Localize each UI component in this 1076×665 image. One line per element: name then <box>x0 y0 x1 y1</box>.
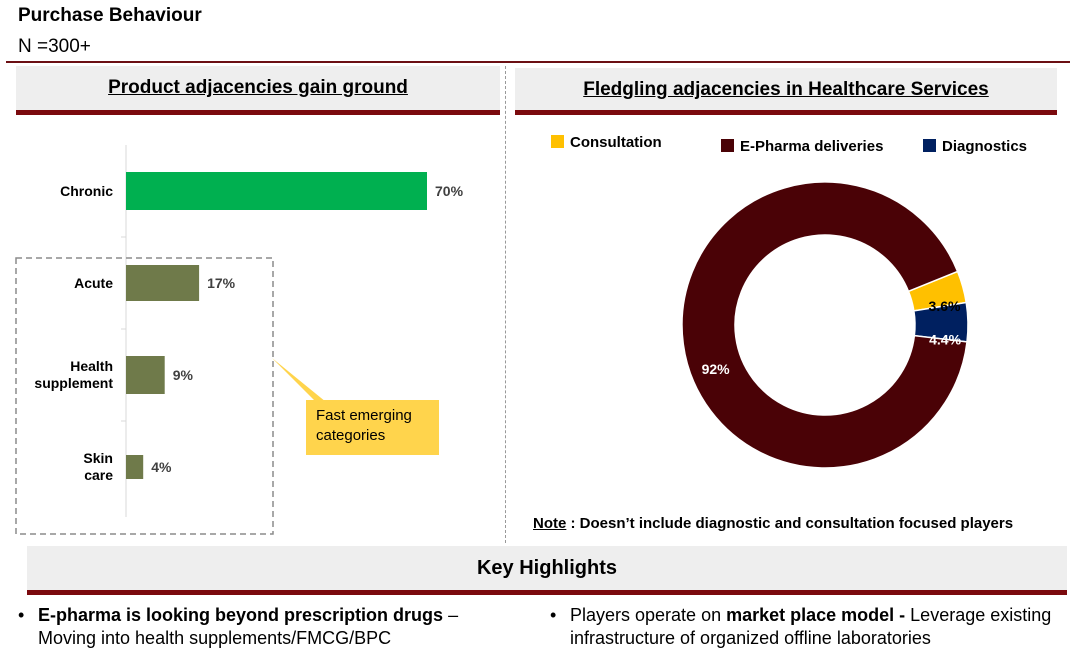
callout-pointer <box>272 358 326 402</box>
right-panel-title: Fledgling adjacencies in Healthcare Serv… <box>515 68 1057 112</box>
page-title: Purchase Behaviour <box>18 5 202 26</box>
bullet-dot: • <box>18 605 25 625</box>
donut-chart: 92% 3.6% 4.4% <box>681 181 969 469</box>
bar-3 <box>126 455 144 479</box>
bar-value-label: 9% <box>173 367 194 383</box>
bar-0 <box>126 172 427 210</box>
bar-category-line: Skin <box>83 450 113 466</box>
donut-value-label: 92% <box>702 361 731 377</box>
highlight-bullet-1: • E-pharma is looking beyond prescriptio… <box>18 604 518 650</box>
legend-swatch <box>721 139 734 152</box>
key-highlights-title: Key Highlights <box>27 546 1067 590</box>
bar-value-label: 4% <box>151 459 172 475</box>
bullet2-text: Leverage existing infrastructure of orga… <box>570 605 1052 648</box>
legend-item-diagnostics: Diagnostics <box>923 138 1027 155</box>
bar-1 <box>126 265 200 301</box>
bar-category-line: Health <box>70 358 113 374</box>
note-label: Note <box>533 515 567 532</box>
donut-value-label: 3.6% <box>929 298 961 314</box>
emerging-categories-callout: Fast emerging categories <box>306 400 439 455</box>
bar-category-label: Chronic <box>60 183 113 199</box>
right-panel-rule <box>515 110 1057 115</box>
bullet1-text: – Moving into health supplements/FMCG/BP… <box>38 605 459 648</box>
bar-category-line: care <box>84 467 113 483</box>
note-text: : Doesn’t include diagnostic and consult… <box>566 515 1014 532</box>
bar-value-label: 17% <box>207 275 236 291</box>
bullet-dot: • <box>550 605 557 625</box>
left-panel-rule <box>16 110 500 115</box>
donut-value-label: 4.4% <box>929 332 961 348</box>
legend-label: Diagnostics <box>942 138 1028 155</box>
sample-size-label: N =300+ <box>18 36 91 57</box>
bar-value-label: 70% <box>435 183 464 199</box>
bullet1-bold: E-pharma is looking beyond prescription … <box>38 605 444 625</box>
left-panel-title: Product adjacencies gain ground <box>16 66 500 110</box>
bar-category-line: supplement <box>34 375 113 391</box>
highlight-bullet-2: • Players operate on market place model … <box>550 604 1060 650</box>
panel-separator <box>505 66 506 543</box>
bar-chart: Chronic 70% Acute 17% Health supplement 9% Skin… <box>15 145 464 535</box>
bullet2-bold: market place model - <box>726 605 906 625</box>
legend-swatch <box>551 135 564 148</box>
legend-label: Consultation <box>570 134 662 151</box>
chart-note: Note : Doesn’t include diagnostic and co… <box>533 515 1013 532</box>
legend-item-consultation: Consultation <box>551 134 662 151</box>
emerging-categories-box <box>15 257 274 535</box>
legend-swatch <box>923 139 936 152</box>
bar-category-label: Skin care <box>83 450 113 483</box>
bullet2-pre: Players operate on <box>570 605 727 625</box>
legend-label: E-Pharma deliveries <box>740 138 884 155</box>
bar-category-label: Acute <box>74 275 113 291</box>
legend-item-epharma: E-Pharma deliveries <box>721 138 883 155</box>
key-highlights-rule <box>27 590 1067 595</box>
donut-slice-0 <box>681 181 968 469</box>
bar-2 <box>126 356 165 394</box>
header-divider <box>6 61 1070 63</box>
bar-category-label: Health supplement <box>34 358 113 391</box>
